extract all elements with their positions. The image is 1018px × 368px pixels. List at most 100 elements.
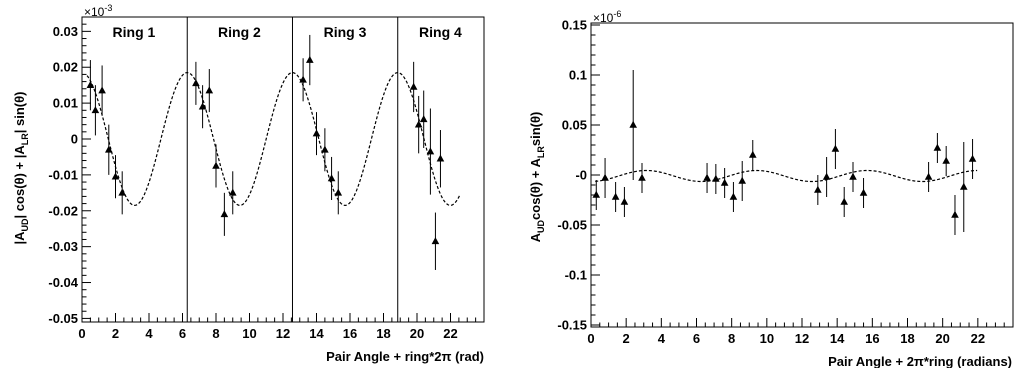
right-x-axis-label: Pair Angle + 2π*ring (radians) <box>828 354 1012 368</box>
right-data-point <box>859 188 868 196</box>
right-data-point <box>951 210 959 218</box>
right-data-point <box>814 185 822 193</box>
right-y-tick-label: -0 <box>575 168 587 183</box>
left-plot-frame <box>81 16 485 323</box>
left-y-tick-label: 0.01 <box>53 96 78 111</box>
right-data-point <box>933 143 942 151</box>
left-panel: ×10-3 |AUD| cos(θ) + |ALR| sin(θ) Pair A… <box>12 3 485 364</box>
right-data-point <box>849 172 857 180</box>
right-y-tick-label: -0.05 <box>557 218 587 233</box>
left-x-tick-label: 6 <box>179 326 186 341</box>
right-plot-frame <box>590 22 1014 328</box>
left-data-point <box>105 145 113 153</box>
right-x-tick-label: 4 <box>658 331 666 346</box>
right-data-point <box>638 173 646 181</box>
right-y-axis-label: AUDcos(θ) + ALRsin(θ) <box>528 112 546 243</box>
right-data-point <box>959 182 968 190</box>
right-x-tick-label: 10 <box>760 331 774 346</box>
left-data-point <box>192 79 200 87</box>
left-x-tick-label: 18 <box>376 326 390 341</box>
right-data-point <box>712 174 720 182</box>
left-fit-curve <box>86 72 461 206</box>
right-data-point <box>968 154 977 162</box>
right-multiplier: ×10-6 <box>593 9 621 25</box>
right-fit-curve <box>595 169 978 183</box>
left-x-axis-label: Pair Angle + ring*2π (rad) <box>326 349 484 364</box>
right-data-point <box>601 173 609 181</box>
left-data-point <box>299 75 307 83</box>
left-data-point <box>334 188 343 196</box>
left-data-point <box>205 86 214 94</box>
left-x-tick-label: 10 <box>242 326 256 341</box>
left-y-axis-label: |AUD| cos(θ) + |ALR| sin(θ) <box>12 92 30 245</box>
right-data-point <box>703 173 711 181</box>
left-ring-label: Ring 4 <box>419 24 462 40</box>
left-x-tick-label: 22 <box>443 326 457 341</box>
left-x-tick-label: 14 <box>309 326 324 341</box>
left-data-point <box>228 188 237 196</box>
left-y-tick-label: -0.03 <box>48 239 78 254</box>
left-y-tick-label: 0.02 <box>53 60 78 75</box>
right-panel: ×10-6 AUDcos(θ) + ALRsin(θ) Pair Angle +… <box>528 9 1014 368</box>
left-y-tick-label: 0 <box>71 132 78 147</box>
left-x-tick-label: 12 <box>276 326 290 341</box>
left-data-point <box>431 237 440 245</box>
right-y-tick-label: -0.15 <box>557 318 587 333</box>
right-data-point <box>729 192 738 200</box>
right-x-tick-label: 12 <box>795 331 809 346</box>
left-data-point <box>414 120 423 128</box>
right-data-point <box>611 192 620 200</box>
right-x-tick-label: 8 <box>728 331 735 346</box>
right-data-point <box>720 178 729 186</box>
left-data-point <box>436 154 445 162</box>
right-data-point <box>822 172 831 180</box>
right-data-point <box>620 197 629 205</box>
left-y-tick-label: 0.03 <box>53 24 78 39</box>
right-data-point <box>629 120 637 128</box>
left-data-point <box>198 102 207 110</box>
left-ring-label: Ring 3 <box>324 24 367 40</box>
left-x-tick-label: 2 <box>112 326 119 341</box>
left-data-point <box>91 106 100 114</box>
left-x-tick-label: 20 <box>410 326 424 341</box>
right-x-tick-label: 14 <box>830 331 845 346</box>
right-x-tick-label: 16 <box>865 331 879 346</box>
left-data-point <box>98 86 106 94</box>
right-data-point <box>738 176 747 184</box>
left-data-point <box>111 172 120 180</box>
right-x-tick-label: 2 <box>623 331 630 346</box>
left-data-point <box>306 55 314 63</box>
left-y-tick-label: -0.04 <box>48 275 78 290</box>
right-x-tick-label: 20 <box>935 331 949 346</box>
right-x-tick-label: 0 <box>587 331 594 346</box>
left-data-point <box>426 147 435 155</box>
left-data-point <box>212 161 220 169</box>
left-x-tick-label: 8 <box>212 326 219 341</box>
left-x-tick-label: 16 <box>343 326 357 341</box>
left-y-tick-label: -0.02 <box>48 203 78 218</box>
left-multiplier: ×10-3 <box>84 3 112 19</box>
left-x-tick-label: 4 <box>145 326 153 341</box>
left-data-point <box>321 145 329 153</box>
left-x-tick-label: 0 <box>78 326 85 341</box>
left-y-tick-label: -0.05 <box>48 311 78 326</box>
right-data-point <box>942 156 950 164</box>
right-data-point <box>592 190 601 198</box>
right-data-point <box>831 144 840 152</box>
left-data-point <box>419 115 428 123</box>
right-data-point <box>840 197 848 205</box>
left-ring-label: Ring 2 <box>218 24 261 40</box>
right-y-tick-label: 0.1 <box>569 68 587 83</box>
left-data-point <box>312 129 321 137</box>
right-x-tick-label: 6 <box>693 331 700 346</box>
right-y-tick-label: 0.15 <box>562 18 587 33</box>
left-data-point <box>118 188 126 196</box>
left-ring-label: Ring 1 <box>113 24 156 40</box>
right-x-tick-label: 18 <box>900 331 914 346</box>
left-data-point <box>409 82 418 90</box>
left-data-point <box>86 80 95 88</box>
left-data-point <box>327 174 336 182</box>
right-data-point <box>748 150 757 158</box>
right-y-tick-label: -0.1 <box>565 268 587 283</box>
